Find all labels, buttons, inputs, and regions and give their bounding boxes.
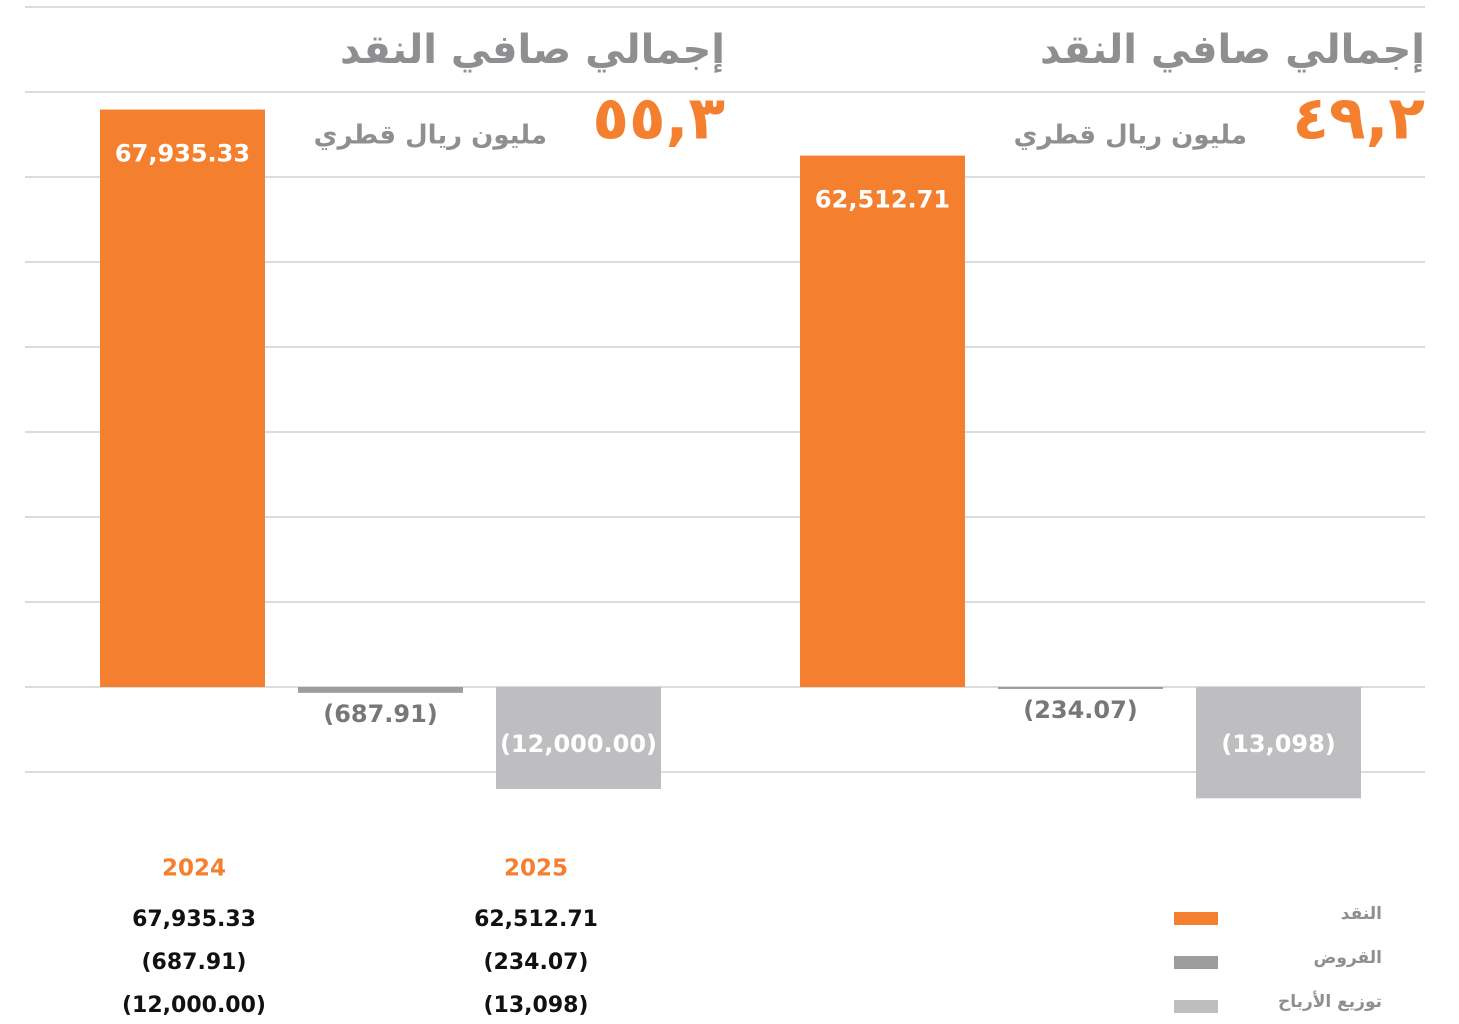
- value-label: (12,000.00): [500, 730, 657, 758]
- legend-label: القروض: [1314, 948, 1382, 968]
- bar: [800, 155, 965, 687]
- bar: [100, 109, 265, 688]
- table-year: 2025: [504, 856, 568, 882]
- value-label: (13,098): [1221, 730, 1336, 758]
- heading-value: ٥٥,٣: [592, 84, 725, 154]
- legend-swatch: [1174, 956, 1218, 969]
- legend-swatch: [1174, 912, 1218, 925]
- heading-title: إجمالي صافي النقد: [1040, 27, 1425, 73]
- heading-value: ٤٩,٢: [1292, 84, 1425, 154]
- heading-unit: مليون ريال قطري: [314, 121, 547, 151]
- value-label: (687.91): [323, 700, 438, 728]
- value-label: (234.07): [1023, 696, 1138, 724]
- bar: [1196, 687, 1361, 799]
- heading-title: إجمالي صافي النقد: [340, 27, 725, 73]
- table-value: (234.07): [483, 950, 588, 975]
- table-value: 67,935.33: [132, 907, 256, 932]
- bar: [998, 687, 1163, 689]
- bar: [496, 687, 661, 789]
- legend-label: النقد: [1341, 904, 1382, 924]
- table-value: (687.91): [141, 950, 246, 975]
- heading-unit: مليون ريال قطري: [1014, 121, 1247, 151]
- table-value: (12,000.00): [122, 993, 266, 1018]
- table-value: 62,512.71: [474, 907, 598, 932]
- legend-label: توزيع الأرباح: [1278, 991, 1382, 1012]
- value-label: 67,935.33: [115, 140, 250, 168]
- value-label: 62,512.71: [815, 186, 950, 214]
- table-year: 2024: [162, 856, 226, 882]
- bar: [298, 687, 463, 693]
- legend-swatch: [1174, 1000, 1218, 1013]
- table-value: (13,098): [483, 993, 588, 1018]
